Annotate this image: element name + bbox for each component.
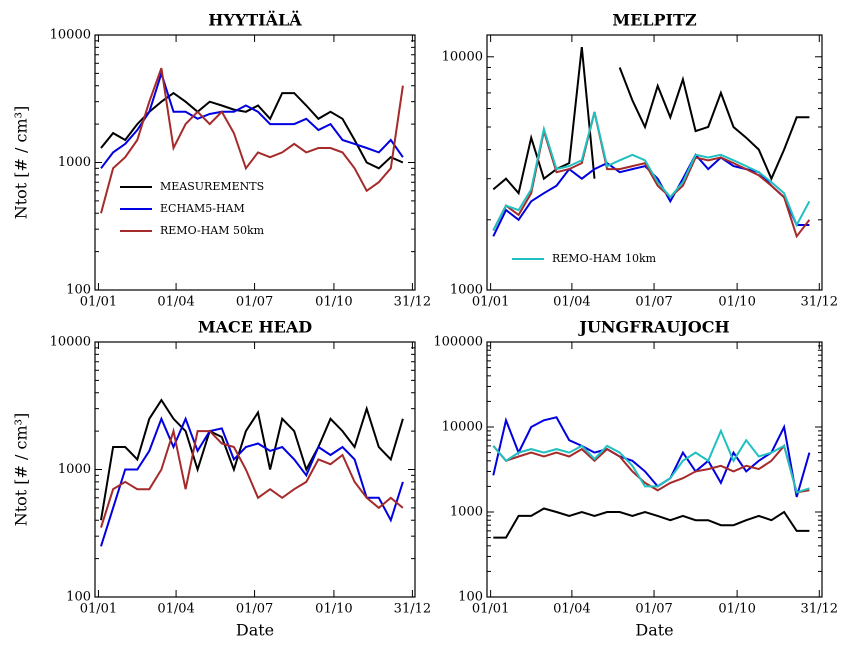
x-tick-label: 31/12 [394,295,431,310]
series-line [100,427,404,528]
x-tick-label: 01/10 [718,602,755,617]
axes-frame [94,34,416,291]
x-tick-label: 01/07 [635,295,672,310]
x-tick-label: 01/01 [80,602,117,617]
y-tick-label: 1000 [450,505,483,520]
panel-title: JUNGFRAUJOCH [577,318,729,337]
x-tick-label: 31/12 [801,295,838,310]
y-tick-label: 10000 [442,49,483,64]
x-tick-label: 01/07 [236,602,273,617]
panel-title: HYYTIÄLÄ [208,10,302,30]
x-tick-label: 01/07 [635,602,672,617]
x-tick-label: 31/12 [801,602,838,617]
panel-title: MACE HEAD [198,318,312,337]
x-tick-label: 01/01 [472,602,509,617]
x-axis-label: Date [236,621,274,640]
y-tick-label: 10000 [50,28,91,43]
series-line [100,67,404,214]
series-line [492,111,811,231]
legend-label: ECHAM5-HAM [160,202,245,215]
panel-title: MELPITZ [612,11,697,30]
x-tick-label: 01/04 [553,295,590,310]
x-tick-label: 01/10 [718,295,755,310]
y-tick-label: 1000 [58,155,91,170]
axes-frame [94,341,416,598]
x-tick-label: 31/12 [394,602,431,617]
x-tick-label: 01/04 [157,295,194,310]
y-tick-label: 1000 [58,462,91,477]
y-axis-label: Ntot [# / cm³] [12,106,31,220]
axes-frame [486,34,823,291]
x-tick-label: 01/10 [315,602,352,617]
series-line [100,416,404,547]
x-tick-label: 01/01 [80,295,117,310]
x-tick-label: 01/01 [472,295,509,310]
x-axis-label: Date [635,621,673,640]
series-line [492,416,811,498]
y-tick-label: 100 [458,590,483,605]
series-line [100,398,404,521]
legend-label: MEASUREMENTS [160,180,264,193]
y-tick-label: 100 [66,590,91,605]
y-axis-label: Ntot [# / cm³] [12,413,31,527]
x-tick-label: 01/10 [315,295,352,310]
y-tick-label: 100000 [433,335,483,350]
series-line [493,507,810,539]
x-tick-label: 01/04 [553,602,590,617]
series-line [100,70,404,169]
series-line [492,428,810,494]
series-line [100,91,404,170]
x-tick-label: 01/04 [157,602,194,617]
legend-label: REMO-HAM 10km [552,252,657,265]
axes-frame [486,341,823,598]
y-tick-label: 100 [66,283,91,298]
y-tick-label: 10000 [442,420,483,435]
y-tick-label: 1000 [450,283,483,298]
y-tick-label: 10000 [50,335,91,350]
x-tick-label: 01/07 [236,295,273,310]
series-line [492,46,810,196]
legend-label: REMO-HAM 50km [160,224,265,237]
